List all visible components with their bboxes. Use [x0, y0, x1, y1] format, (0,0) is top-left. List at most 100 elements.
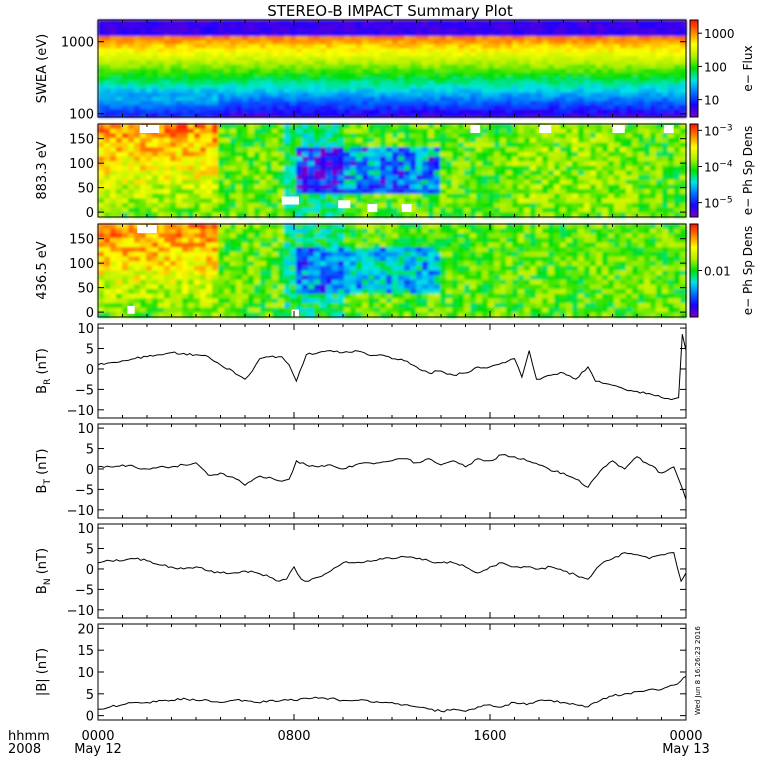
spectrogram-cell	[464, 142, 471, 148]
spectrogram-cell	[356, 133, 363, 139]
spectrogram-cell	[188, 189, 195, 195]
spectrogram-cell	[134, 170, 141, 176]
spectrogram-cell	[656, 88, 663, 94]
spectrogram-cell	[254, 100, 261, 106]
spectrogram-cell	[494, 84, 501, 90]
spectrogram-cell	[656, 80, 663, 86]
spectrogram-cell	[566, 151, 573, 158]
spectrogram-cell	[626, 24, 633, 29]
spectrogram-cell	[512, 72, 519, 78]
spectrogram-cell	[638, 64, 645, 70]
spectrogram-cell	[386, 108, 393, 114]
spectrogram-cell	[302, 20, 309, 25]
spectrogram-cell	[284, 24, 291, 29]
spectrogram-cell	[332, 179, 339, 186]
spectrogram-cell	[128, 237, 135, 244]
spectrogram-cell	[638, 161, 645, 167]
spectrogram-cell	[98, 247, 105, 253]
spectrogram-cell	[338, 52, 345, 57]
spectrogram-cell	[152, 207, 159, 213]
spectrogram-cell	[416, 137, 423, 144]
spectrogram-cell	[446, 133, 453, 139]
spectrogram-cell	[512, 52, 519, 57]
spectrogram-cell	[674, 179, 681, 186]
spectrogram-cell	[104, 48, 111, 53]
spectrogram-cell	[314, 36, 321, 41]
spectrogram-cell	[668, 142, 675, 148]
spectrogram-cell	[554, 68, 561, 74]
spectrogram-cell	[170, 156, 177, 162]
spectrogram-cell	[680, 84, 687, 90]
spectrogram-cell	[434, 124, 441, 130]
spectrogram-cell	[170, 247, 177, 253]
spectrogram-cell	[440, 88, 447, 94]
spectrogram-cell	[572, 20, 579, 25]
spectrogram-cell	[674, 28, 681, 33]
spectrogram-cell	[608, 24, 615, 29]
spectrogram-cell	[242, 36, 249, 41]
spectrogram-cell	[236, 112, 243, 118]
spectrogram-cell	[410, 151, 417, 158]
spectrogram-cell	[650, 44, 657, 49]
spectrogram-cell	[248, 84, 255, 90]
spectrogram-cell	[422, 76, 429, 82]
spectrogram-cell	[668, 112, 675, 118]
spectrogram-cell	[206, 307, 213, 313]
spectrogram-cell	[398, 112, 405, 118]
spectrogram-cell	[272, 96, 279, 102]
spectrogram-cell	[146, 175, 153, 181]
spectrogram-cell	[554, 56, 561, 62]
spectrogram-cell	[284, 207, 291, 213]
spectrogram-cell	[398, 151, 405, 158]
spectrogram-cell	[200, 72, 207, 78]
spectrogram-cell	[314, 56, 321, 62]
spectrogram-cell	[248, 233, 255, 239]
spectrogram-cell	[272, 20, 279, 25]
colorbar-tick-label: 10	[704, 94, 719, 108]
spectrogram-cell	[302, 36, 309, 41]
spectrogram-cell	[434, 184, 441, 190]
spectrogram-cell	[116, 124, 123, 130]
spectrogram-cell	[614, 189, 621, 195]
spectrogram-cell	[140, 32, 147, 37]
spectrogram-cell	[170, 76, 177, 82]
spectrogram-cell	[212, 175, 219, 181]
spectrogram-cell	[536, 80, 543, 86]
spectrogram-cell	[482, 84, 489, 90]
spectrogram-cell	[260, 161, 267, 167]
spectrogram-cell	[494, 104, 501, 110]
spectrogram-cell	[518, 165, 525, 172]
spectrogram-cell	[470, 100, 477, 106]
spectrogram-cell	[398, 170, 405, 176]
spectrogram-cell	[290, 147, 297, 153]
spectrogram-cell	[230, 24, 237, 29]
spectrogram-cell	[548, 156, 555, 162]
spectrogram-cell	[392, 156, 399, 162]
spectrogram-cell	[152, 165, 159, 172]
spectrogram-cell	[584, 147, 591, 153]
spectrogram-cell	[482, 36, 489, 41]
spectrogram-cell	[248, 307, 255, 313]
spectrogram-cell	[446, 203, 453, 209]
spectrogram-cell	[194, 80, 201, 86]
spectrogram-cell	[434, 48, 441, 53]
spectrogram-cell	[140, 133, 147, 139]
spectrogram-cell	[242, 161, 249, 167]
spectrogram-cell	[260, 193, 267, 199]
spectrogram-cell	[584, 165, 591, 172]
spectrogram-cell	[524, 92, 531, 98]
spectrogram-cell	[284, 170, 291, 176]
spectrogram-cell	[254, 104, 261, 110]
spectrogram-cell	[566, 161, 573, 167]
spectrogram-cell	[590, 28, 597, 33]
spectrogram-cell	[230, 68, 237, 74]
spectrogram-cell	[536, 96, 543, 102]
spectrogram-cell	[434, 203, 441, 209]
spectrogram-cell	[668, 133, 675, 139]
spectrogram-cell	[152, 189, 159, 195]
spectrogram-cell	[500, 137, 507, 144]
spectrogram-cell	[380, 203, 387, 209]
colorbar-tick-label: 10−4	[704, 159, 733, 174]
spectrogram-cell	[368, 92, 375, 98]
spectrogram-cell	[548, 212, 555, 218]
